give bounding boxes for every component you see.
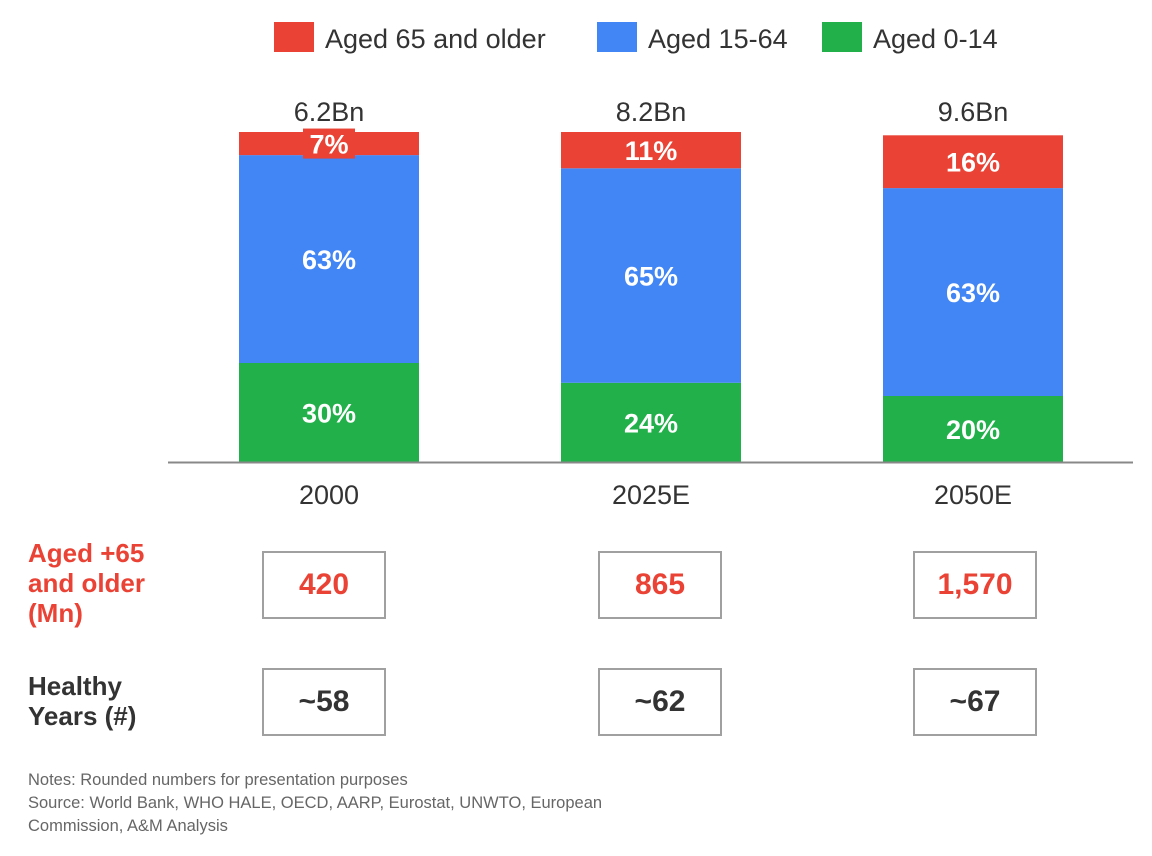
row-label-line: Years (#) xyxy=(28,701,137,731)
bar-segment xyxy=(561,168,741,383)
healthy-years-value-box: ~67 xyxy=(913,668,1037,736)
aged-65-value-box: 1,570 xyxy=(913,551,1037,619)
source-line: Commission, A&M Analysis xyxy=(28,817,228,835)
legend-swatch xyxy=(597,22,637,52)
total-label: 9.6Bn xyxy=(938,97,1009,127)
legend-label: Aged 15-64 xyxy=(648,24,788,54)
healthy-years-value-box: ~62 xyxy=(598,668,722,736)
notes-line: Notes: Rounded numbers for presentation … xyxy=(28,771,408,789)
data-label-bg xyxy=(303,128,355,159)
bar-segment xyxy=(561,382,741,462)
bar-segment xyxy=(883,188,1063,396)
source-line: Source: World Bank, WHO HALE, OECD, AARP… xyxy=(28,794,603,812)
bar-segment xyxy=(883,135,1063,189)
data-label: 63% xyxy=(302,245,356,275)
data-label: 7% xyxy=(309,130,348,160)
row-label-line: Aged +65 xyxy=(28,538,145,568)
data-label: 16% xyxy=(946,148,1000,178)
notes: Notes: Rounded numbers for presentation … xyxy=(28,769,602,838)
aged-65-value-box: 420 xyxy=(262,551,386,619)
data-label: 65% xyxy=(624,262,678,292)
bar-segment xyxy=(883,396,1063,462)
row-label-line: (Mn) xyxy=(28,598,83,628)
legend-swatch xyxy=(822,22,862,52)
bar-segment xyxy=(239,155,419,363)
legend-label: Aged 65 and older xyxy=(325,24,546,54)
x-tick-label: 2050E xyxy=(934,480,1012,510)
total-label: 8.2Bn xyxy=(616,97,687,127)
healthy-years-value-box: ~58 xyxy=(262,668,386,736)
row-label-line: and older xyxy=(28,568,146,598)
legend-label: Aged 0-14 xyxy=(873,24,998,54)
data-label: 11% xyxy=(625,136,678,166)
bar-segment xyxy=(561,132,741,169)
row-label-line: Healthy xyxy=(28,671,122,701)
total-label: 6.2Bn xyxy=(294,97,365,127)
data-label: 30% xyxy=(302,399,356,429)
data-label: 20% xyxy=(946,415,1000,445)
row-label-aged-65: Aged +65 and older (Mn) xyxy=(28,538,145,628)
data-label: 24% xyxy=(624,408,678,438)
data-label: 63% xyxy=(946,278,1000,308)
aged-65-value-box: 865 xyxy=(598,551,722,619)
x-tick-label: 2025E xyxy=(612,480,690,510)
stacked-bar-chart: Aged 65 and older Aged 15-64 Aged 0-14 30% 6… xyxy=(168,22,1133,510)
x-tick-label: 2000 xyxy=(299,480,359,510)
legend-swatch xyxy=(274,22,314,52)
row-label-healthy-years: Healthy Years (#) xyxy=(28,671,136,731)
bar-segment xyxy=(239,363,419,462)
